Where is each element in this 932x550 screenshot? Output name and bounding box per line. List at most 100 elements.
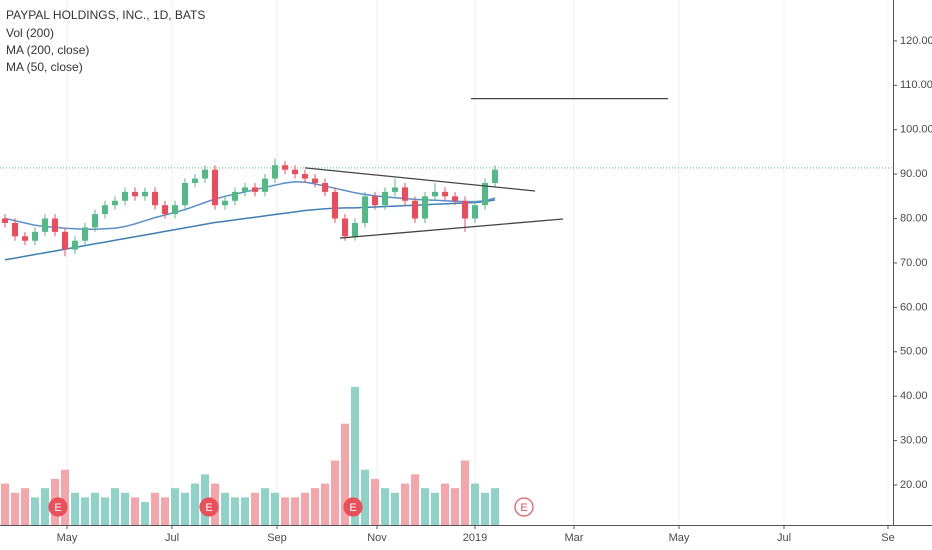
y-tick-label: 70.00 (900, 257, 928, 269)
y-tick-label: 90.00 (900, 168, 928, 180)
volume-bar (91, 492, 99, 525)
volume-bar (431, 492, 439, 525)
candle-body (402, 187, 408, 201)
candle-body (112, 200, 118, 206)
x-tick-label: Mar (565, 532, 584, 544)
candle-body (212, 169, 218, 206)
candle-body (252, 187, 258, 192)
earnings-marker (48, 497, 68, 517)
candle-body (442, 191, 448, 197)
volume-bar (61, 469, 69, 525)
indicator-label: MA (200, close) (6, 43, 89, 57)
candle-body (452, 196, 458, 201)
x-tick-label: Se (881, 532, 894, 544)
volume-bar (251, 492, 259, 525)
candle-body (202, 169, 208, 179)
candle-body (2, 218, 8, 223)
volume-bar (461, 460, 469, 525)
x-tick-label: Nov (367, 532, 387, 544)
volume-bar (271, 492, 279, 525)
candle-body (292, 169, 298, 175)
candle-body (42, 218, 48, 232)
candle-body (482, 182, 488, 206)
y-tick-label: 40.00 (900, 390, 928, 402)
volume-bar (151, 492, 159, 525)
candle-body (362, 196, 368, 223)
candle-body (162, 205, 168, 215)
x-tick-label: May (669, 532, 690, 544)
candle-body (332, 191, 338, 219)
y-tick-label: 120.00 (900, 35, 932, 47)
earnings-label: E (520, 502, 527, 514)
candle-body (192, 178, 198, 183)
candle-body (312, 178, 318, 183)
volume-bar (451, 488, 459, 525)
y-tick-label: 100.00 (900, 124, 932, 136)
volume-bar (11, 492, 19, 525)
volume-bar (491, 488, 499, 525)
indicator-label: MA (50, close) (6, 60, 83, 74)
volume-bar (441, 483, 449, 525)
volume-bar (101, 497, 109, 525)
earnings-marker (343, 497, 363, 517)
candle-body (82, 227, 88, 241)
volume-bar (41, 488, 49, 525)
volume-bar (71, 492, 79, 525)
candle-body (152, 191, 158, 206)
earnings-label: E (205, 502, 212, 514)
earnings-label: E (349, 502, 356, 514)
y-tick-label: 30.00 (900, 435, 928, 447)
volume-bar (371, 478, 379, 525)
candle-body (222, 200, 228, 206)
volume-bar (1, 483, 9, 525)
candle-body (172, 205, 178, 215)
volume-bar (121, 492, 129, 525)
candle-body (182, 182, 188, 206)
earnings-marker (514, 497, 534, 517)
volume-bar (111, 488, 119, 525)
y-tick-label: 20.00 (900, 479, 928, 491)
volume-bar (411, 474, 419, 525)
candle-body (52, 218, 58, 232)
candle-body (122, 191, 128, 201)
candle-body (492, 169, 498, 183)
volume-bar (471, 483, 479, 525)
candle-body (92, 214, 98, 228)
volume-bar (481, 492, 489, 525)
candle-body (462, 200, 468, 219)
x-tick-label: Jul (777, 532, 791, 544)
candle-body (12, 222, 18, 237)
volume-bar (221, 492, 229, 525)
volume-bar (301, 492, 309, 525)
volume-bar (381, 488, 389, 525)
volume-bar (231, 497, 239, 525)
volume-bar (161, 497, 169, 525)
candle-body (472, 205, 478, 219)
candle-body (242, 187, 248, 192)
volume-bar (351, 386, 359, 525)
volume-bar (331, 460, 339, 525)
trend-line (304, 167, 536, 192)
indicator-label: Vol (200) (6, 26, 54, 40)
moving-average (4, 199, 496, 261)
y-tick-label: 80.00 (900, 212, 928, 224)
volume-bar (311, 488, 319, 525)
candle-body (32, 231, 38, 241)
volume-bar (131, 497, 139, 525)
candle-body (392, 187, 398, 192)
candle-body (342, 218, 348, 237)
volume-pane (1, 0, 889, 525)
candle-body (282, 165, 288, 170)
volume-bar (361, 469, 369, 525)
candle-body (272, 165, 278, 179)
candle-body (432, 191, 438, 197)
volume-bar (321, 483, 329, 525)
candle-body (72, 240, 78, 250)
x-tick-label: 2019 (463, 532, 487, 544)
volume-bar (421, 488, 429, 525)
candle-body (132, 191, 138, 197)
candle-body (422, 196, 428, 219)
y-tick-label: 110.00 (900, 79, 932, 91)
candle-body (102, 205, 108, 215)
